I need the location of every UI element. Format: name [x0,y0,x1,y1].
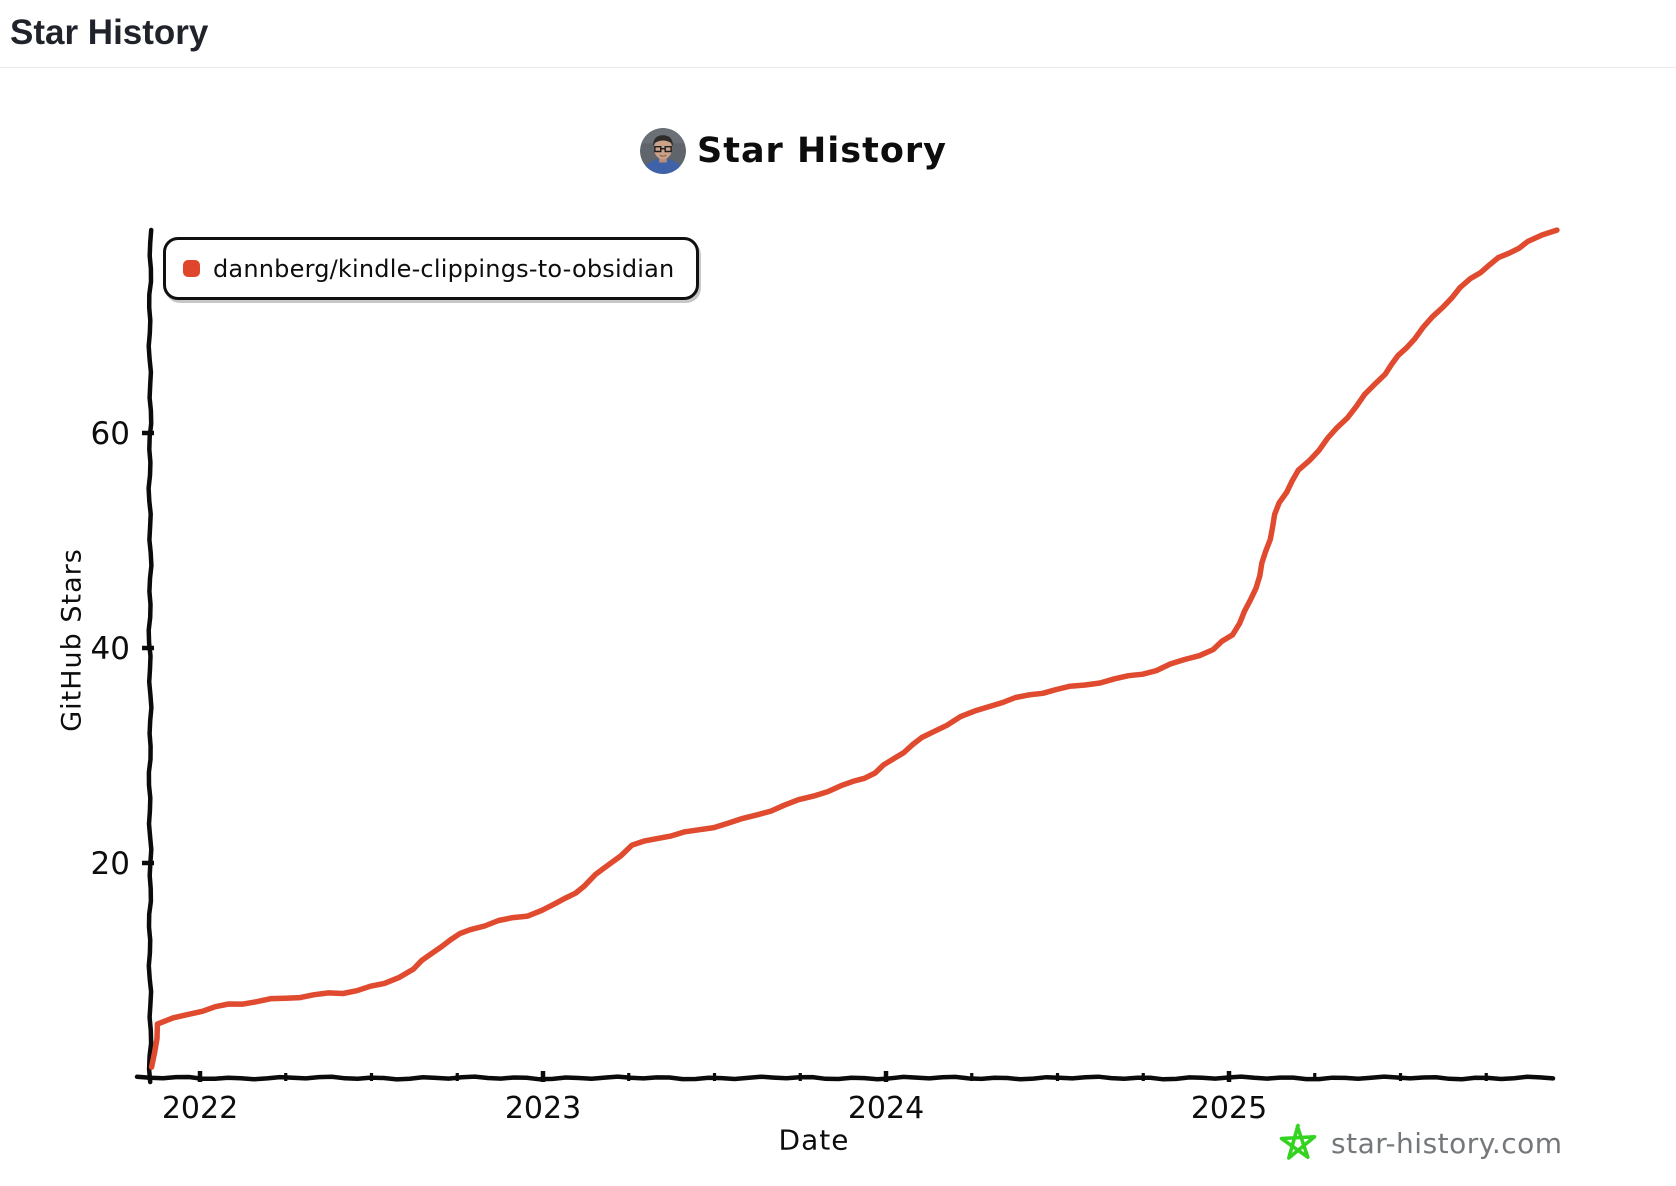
chart-title-row: Star History [640,128,947,174]
x-tick-label: 2022 [162,1091,238,1126]
x-tick-label: 2025 [1191,1091,1267,1126]
y-axis-label: GitHub Stars [56,548,88,732]
green-star-icon [1279,1123,1317,1160]
legend-series-marker [183,260,200,277]
legend-series-label: dannberg/kindle-clippings-to-obsidian [213,254,675,283]
page-header: Star History [0,0,1676,56]
chart-title: Star History [697,131,947,171]
watermark-text: star-history.com [1331,1126,1563,1160]
star-history-watermark[interactable]: star-history.com [1278,1122,1563,1164]
x-tick-label: 2024 [848,1091,924,1126]
legend: dannberg/kindle-clippings-to-obsidian [163,237,700,300]
y-tick-label: 40 [91,631,130,667]
x-tick-label: 2023 [505,1091,581,1126]
y-tick-label: 20 [91,846,130,882]
series-line [148,227,1560,1070]
repo-owner-avatar-icon [640,128,686,174]
x-axis-line [134,1074,1556,1082]
header-divider [0,67,1676,68]
y-tick-label: 60 [91,416,130,452]
y-axis-line [146,227,154,1085]
page-title: Star History [10,13,209,52]
x-axis-label: Date [778,1123,850,1157]
